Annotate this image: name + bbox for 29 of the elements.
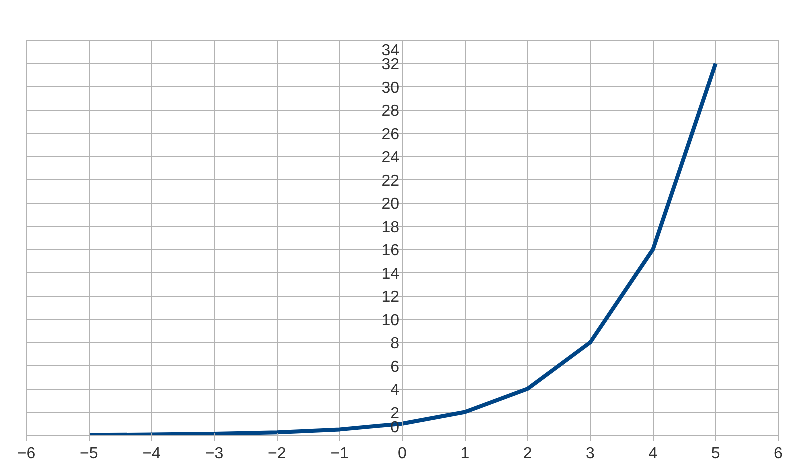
y-tick-label: 22	[382, 172, 400, 190]
x-tick-label: −4	[142, 446, 162, 462]
x-tick-label: 2	[523, 446, 532, 462]
y-tick-label: 18	[382, 219, 400, 236]
y-tick-label: 28	[382, 103, 400, 120]
y-tick-label: 34	[382, 42, 400, 60]
y-tick-label: 8	[390, 336, 400, 353]
x-tick-label: −5	[80, 446, 98, 462]
y-tick-label: 14	[382, 266, 400, 283]
y-tick-label: 16	[382, 242, 400, 260]
y-tick-label: 12	[382, 289, 400, 306]
y-tick-label: 26	[382, 126, 400, 144]
x-tick-label: −1	[330, 446, 350, 462]
x-tick-label: 3	[586, 446, 596, 462]
y-tick-label: 4	[390, 382, 400, 400]
y-tick-label: 20	[382, 196, 400, 214]
y-tick-label: 2	[390, 405, 400, 422]
x-tick-label: −2	[268, 446, 286, 462]
y-tick-label: 6	[390, 358, 400, 376]
x-tick-label: 5	[711, 446, 720, 462]
y-tick-label: 10	[382, 312, 400, 330]
y-tick-label: 24	[382, 150, 400, 167]
x-tick-label: 1	[460, 446, 470, 462]
x-tick-label: −3	[205, 446, 224, 462]
y-tick-label: 30	[382, 80, 400, 97]
y-tick-label: 32	[382, 56, 400, 74]
x-tick-label: −6	[17, 446, 36, 462]
x-tick-label: 4	[648, 446, 658, 462]
x-tick-label: 6	[774, 446, 784, 462]
